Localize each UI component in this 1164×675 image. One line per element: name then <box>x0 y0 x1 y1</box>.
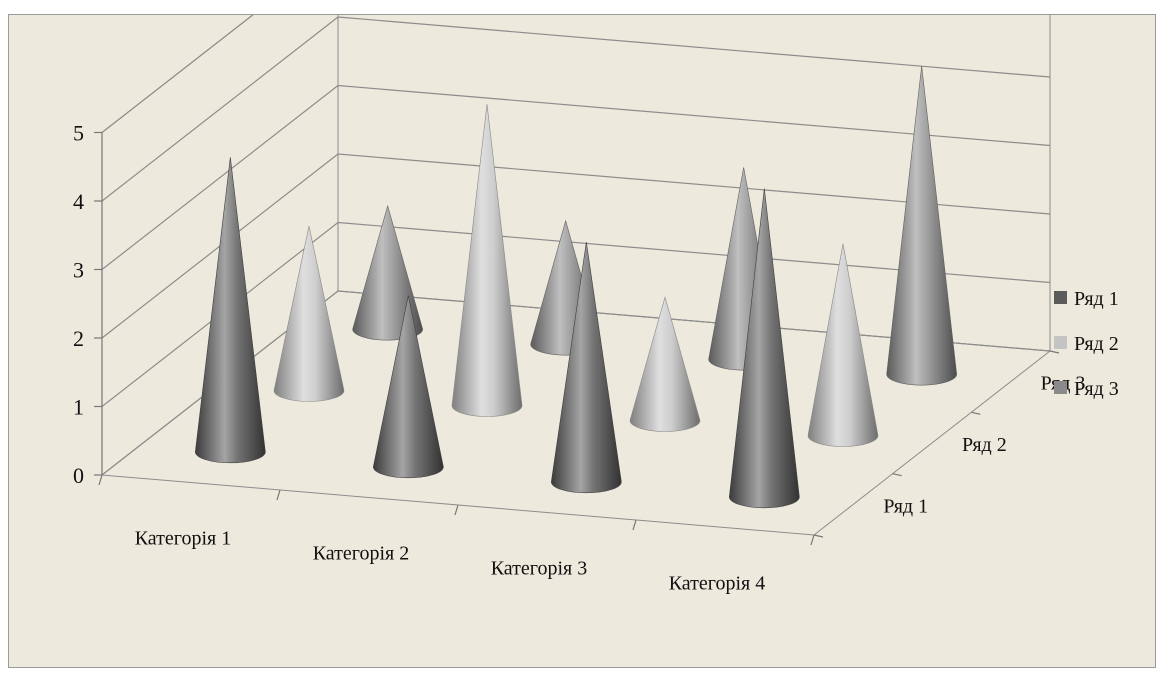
legend-label: Ряд 2 <box>1074 333 1119 355</box>
depth-label: Ряд 2 <box>962 434 1007 456</box>
y-tick-label: 1 <box>73 395 84 420</box>
cones <box>195 65 957 509</box>
depth-tick <box>1049 350 1060 354</box>
y-tick-label: 5 <box>73 121 84 146</box>
cone-body <box>629 296 701 432</box>
axes <box>94 131 1060 546</box>
cone-body <box>373 295 444 479</box>
x-tick <box>276 489 281 501</box>
legend-label: Ряд 1 <box>1074 288 1119 310</box>
cone-2-1 <box>273 226 345 402</box>
cone-2-3 <box>629 296 701 432</box>
x-tick <box>98 474 103 486</box>
cone-body <box>807 243 879 447</box>
gridline <box>101 290 1051 476</box>
gridline <box>101 153 1051 339</box>
chart-area: 0 1 2 3 4 5 Категорія 1 Категорія 2 Категорія 3 К… <box>8 14 1156 668</box>
y-tick-label: 4 <box>73 189 84 214</box>
gridline <box>101 15 254 133</box>
cone-1-2 <box>373 295 444 479</box>
gridline <box>101 84 1051 270</box>
gridline <box>101 16 1051 202</box>
category-label: Категорія 3 <box>491 558 588 580</box>
cone-body <box>886 65 957 386</box>
cone-body <box>195 157 266 464</box>
y-tick-label: 0 <box>73 463 84 488</box>
depth-tick <box>813 534 824 538</box>
cone-2-2 <box>451 104 523 417</box>
legend-label: Ряд 3 <box>1074 378 1119 400</box>
legend-swatch <box>1054 291 1067 304</box>
y-tick-label: 2 <box>73 326 84 351</box>
cone-body <box>273 226 345 402</box>
x-tick <box>454 504 459 516</box>
cone-1-3 <box>551 242 622 494</box>
category-label: Категорія 2 <box>313 543 410 565</box>
cone-body <box>729 188 800 509</box>
labels: 0 1 2 3 4 5 Категорія 1 Категорія 2 Категорія 3 К… <box>73 121 1085 595</box>
chart-svg: 0 1 2 3 4 5 Категорія 1 Категорія 2 Категорія 3 К… <box>73 15 1119 595</box>
depth-tick <box>971 411 981 415</box>
cone-3-4 <box>886 65 957 386</box>
cone-body <box>551 242 622 494</box>
x-tick <box>632 519 637 531</box>
y-tick-label: 3 <box>73 258 84 283</box>
depth-tick <box>892 473 902 477</box>
category-label: Категорія 4 <box>669 573 766 595</box>
cone-2-4 <box>807 243 879 447</box>
cone-body <box>352 204 423 341</box>
gridlines <box>101 15 1051 476</box>
gridline <box>101 221 1051 407</box>
category-label: Категорія 1 <box>135 528 232 550</box>
depth-label: Ряд 1 <box>883 495 928 517</box>
x-tick <box>810 534 815 546</box>
cone-1-4 <box>729 188 800 509</box>
cone-3-1 <box>352 204 423 341</box>
legend-swatch <box>1054 336 1067 349</box>
legend-swatch <box>1054 381 1067 394</box>
cone-1-1 <box>195 157 266 464</box>
legend: Ряд 1 Ряд 2 Ряд 3 <box>1054 288 1119 400</box>
cone-body <box>451 104 523 417</box>
